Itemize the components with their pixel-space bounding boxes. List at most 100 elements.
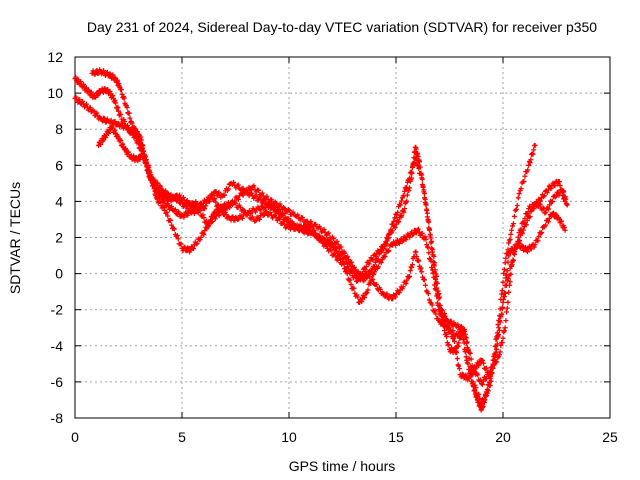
data-point-interp: [494, 359, 500, 365]
data-point-interp: [407, 273, 413, 279]
data-point-interp: [200, 212, 206, 218]
data-point-interp: [386, 248, 392, 254]
data-point-interp: [542, 210, 548, 216]
data-point-interp: [126, 149, 131, 155]
data-point-interp: [334, 246, 340, 252]
data-point-interp: [444, 334, 450, 340]
data-point-interp: [394, 212, 400, 218]
data-point-interp: [204, 218, 210, 224]
x-tick-label: 20: [495, 429, 511, 445]
data-point-interp: [429, 302, 435, 308]
data-point-interp: [426, 250, 432, 256]
data-point-interp: [434, 273, 440, 279]
data-point-interp: [413, 249, 419, 255]
data-point-interp: [409, 164, 415, 170]
data-point-interp: [112, 127, 118, 133]
data-point-interp: [440, 319, 446, 325]
data-point-interp: [414, 253, 420, 259]
data-point-interp: [399, 213, 405, 219]
data-point-interp: [416, 258, 422, 264]
y-tick-label: 2: [55, 230, 63, 246]
data-point-interp: [423, 201, 429, 207]
data-point-interp: [347, 260, 353, 266]
data-point-interp: [424, 206, 430, 212]
data-point-interp: [359, 299, 365, 305]
data-point-interp: [334, 238, 340, 244]
data-point-interp: [404, 192, 410, 198]
data-point-interp: [521, 179, 527, 185]
data-point-interp: [94, 68, 100, 74]
data-point-interp: [546, 215, 552, 221]
data-point-interp: [213, 199, 219, 205]
data-point: [502, 260, 508, 266]
data-point-interp: [407, 268, 413, 274]
data-point-interp: [427, 256, 433, 262]
data-point-interp: [491, 357, 497, 363]
data-point: [487, 383, 493, 389]
data-point-interp: [189, 245, 195, 251]
y-tick-label: 6: [55, 157, 63, 173]
data-point-interp: [80, 98, 86, 104]
data-point-interp: [240, 192, 246, 198]
data-point-interp: [426, 297, 432, 303]
data-point-interp: [420, 183, 426, 189]
data-point-interp: [171, 226, 177, 232]
data-point-interp: [510, 257, 516, 263]
data-point-interp: [401, 209, 407, 215]
data-point-interp: [475, 362, 481, 368]
data-point-interp: [435, 288, 441, 294]
data-point-interp: [476, 391, 482, 397]
data-point-interp: [356, 275, 362, 281]
data-point: [183, 198, 189, 204]
data-point-interp: [166, 203, 172, 209]
data-point-interp: [285, 222, 291, 228]
data-point-interp: [480, 403, 486, 409]
data-point-interp: [384, 291, 390, 297]
y-tick-label: 8: [55, 121, 63, 137]
data-point-interp: [248, 190, 254, 196]
data-point-interp: [396, 219, 402, 225]
data-point-interp: [456, 366, 462, 372]
data-point-interp: [161, 198, 167, 204]
x-tick-label: 5: [178, 429, 186, 445]
data-point-interp: [523, 222, 529, 228]
data-point-interp: [454, 343, 460, 349]
data-point-interp: [88, 89, 94, 95]
data-point: [502, 325, 508, 331]
data-point-interp: [560, 192, 566, 198]
data-point-interp: [81, 81, 87, 87]
data-point-interp: [442, 311, 448, 317]
data-point: [532, 242, 538, 248]
data-point-interp: [393, 242, 399, 248]
data-point-interp: [311, 228, 317, 234]
data-point-interp: [220, 209, 226, 215]
data-point-interp: [500, 335, 506, 341]
data-point-interp: [520, 227, 526, 233]
data-point-interp: [424, 214, 430, 220]
data-point: [363, 290, 369, 296]
data-point-interp: [378, 260, 384, 266]
data-point-interp: [227, 205, 233, 211]
data-point-interp: [164, 209, 170, 215]
data-point-interp: [225, 186, 231, 192]
data-point-interp: [556, 179, 562, 185]
data-point-interp: [496, 327, 502, 333]
data-point-interp: [193, 206, 199, 212]
data-point-interp: [209, 218, 215, 224]
data-point-interp: [179, 200, 185, 206]
data-point-interp: [110, 93, 116, 99]
data-point-interp: [380, 246, 386, 252]
data-point: [372, 269, 378, 275]
data-point-interp: [390, 221, 396, 227]
data-point-interp: [175, 236, 181, 242]
data-point-interp: [525, 167, 531, 173]
data-point-interp: [329, 240, 335, 246]
data-point-interp: [433, 311, 439, 317]
data-point-interp: [152, 177, 158, 183]
data-point-interp: [507, 265, 513, 271]
data-point-interp: [256, 187, 262, 193]
data-point-interp: [233, 200, 239, 206]
data-point-interp: [546, 206, 552, 212]
data-point-interp: [122, 118, 128, 124]
